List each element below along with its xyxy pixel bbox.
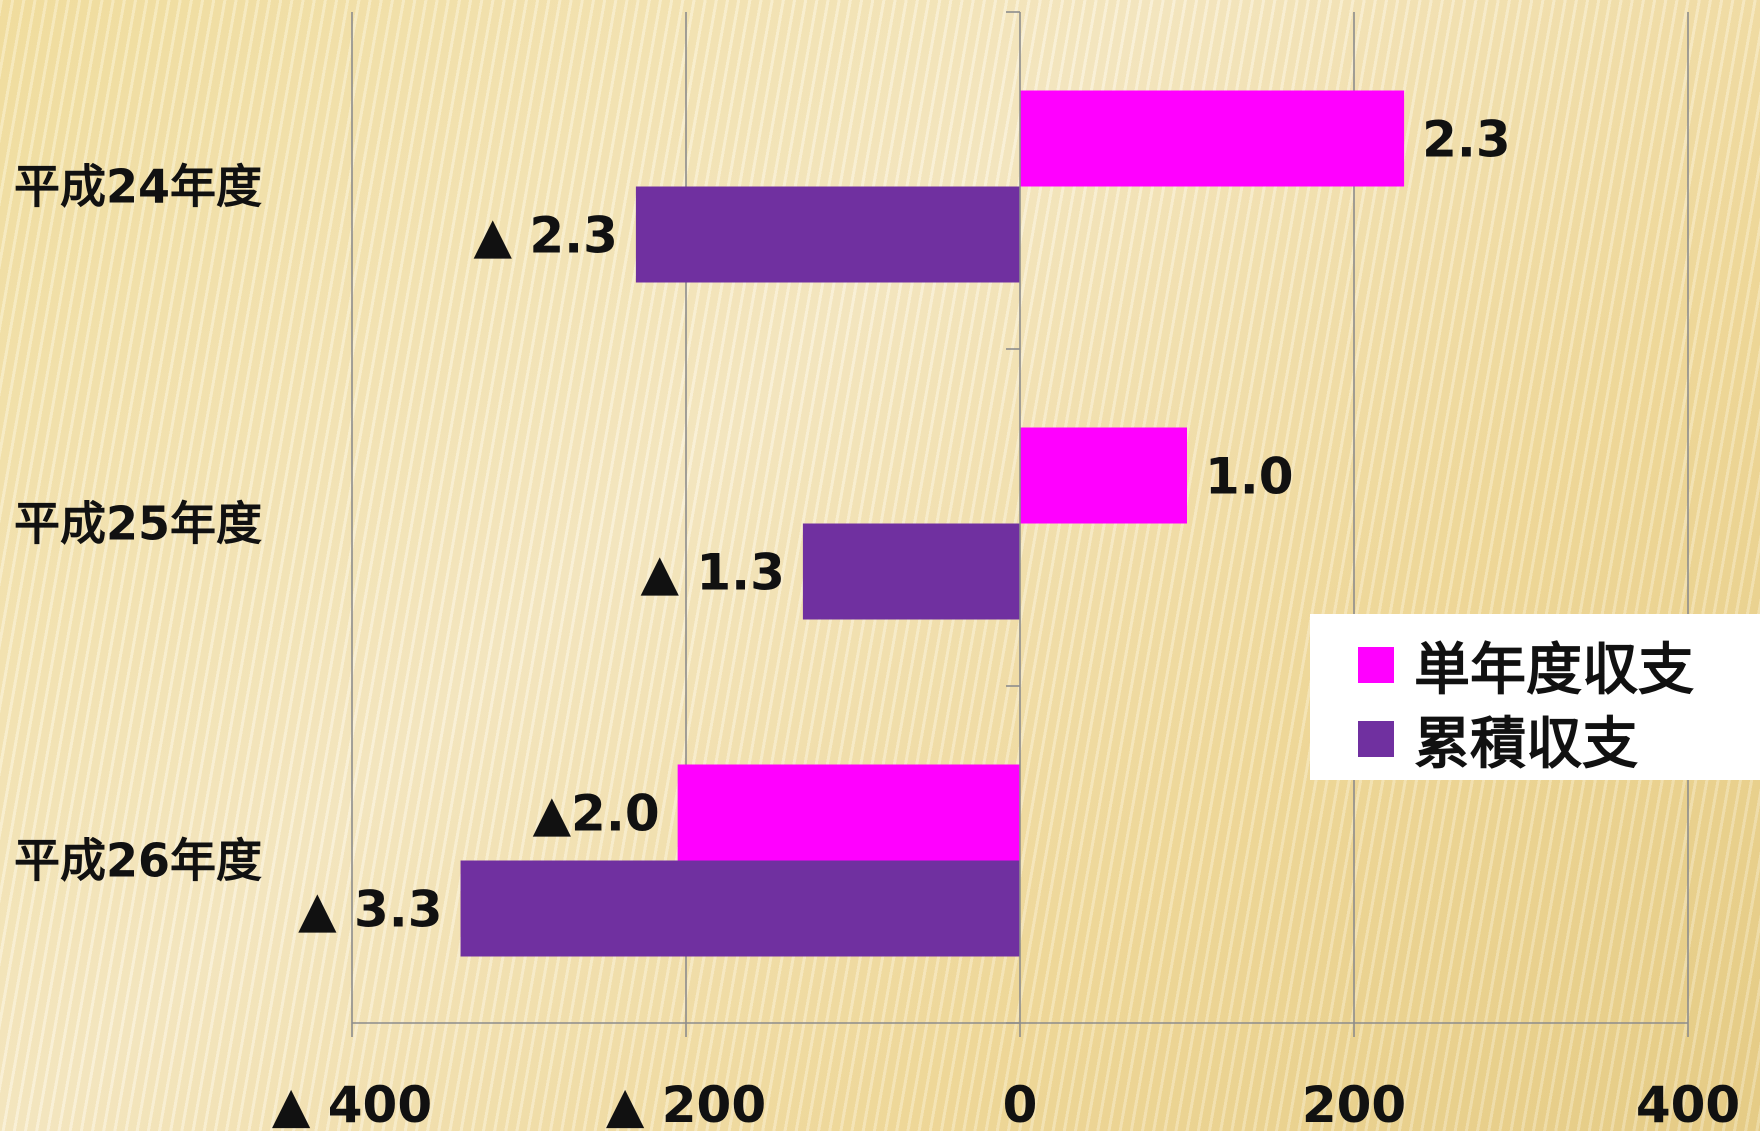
- bar-single: [677, 764, 1020, 861]
- data-label: ▲ 2.3: [473, 207, 617, 265]
- bar-single: [1020, 90, 1405, 187]
- legend-swatch-cumulative: [1358, 721, 1394, 757]
- labels: ▲ 400 ▲ 200 0 200 400 平成24年度 2.3 ▲ 2.3 平成25年度 1.0…: [14, 111, 1740, 1131]
- legend: 単年度収支 累積収支: [1310, 614, 1760, 780]
- data-label: 2.3: [1422, 111, 1511, 169]
- category-label: 平成25年度: [14, 497, 262, 551]
- bar-cumulative: [802, 523, 1020, 620]
- x-tick-label: ▲ 400: [272, 1076, 432, 1131]
- x-tick-label: ▲ 200: [606, 1076, 766, 1131]
- bar-cumulative: [460, 860, 1020, 957]
- category-label: 平成26年度: [14, 834, 262, 888]
- data-label: ▲ 1.3: [640, 544, 784, 602]
- legend-label-cumulative: 累積収支: [1414, 711, 1638, 777]
- data-label: ▲ 3.3: [298, 881, 442, 939]
- data-label: 1.0: [1205, 448, 1294, 506]
- legend-item-single: 単年度収支: [1358, 628, 1760, 703]
- data-label: ▲2.0: [533, 785, 660, 843]
- bar-cumulative: [635, 186, 1020, 283]
- x-tick-label: 400: [1636, 1076, 1740, 1131]
- category-label: 平成24年度: [14, 160, 262, 214]
- bars: [460, 90, 1405, 957]
- x-tick-label: 200: [1302, 1076, 1406, 1131]
- bar-single: [1020, 427, 1187, 524]
- legend-swatch-single: [1358, 647, 1394, 683]
- axes: [351, 11, 1689, 1037]
- x-tick-label: 0: [1003, 1076, 1038, 1131]
- legend-item-cumulative: 累積収支: [1358, 702, 1760, 777]
- legend-label-single: 単年度収支: [1414, 637, 1694, 703]
